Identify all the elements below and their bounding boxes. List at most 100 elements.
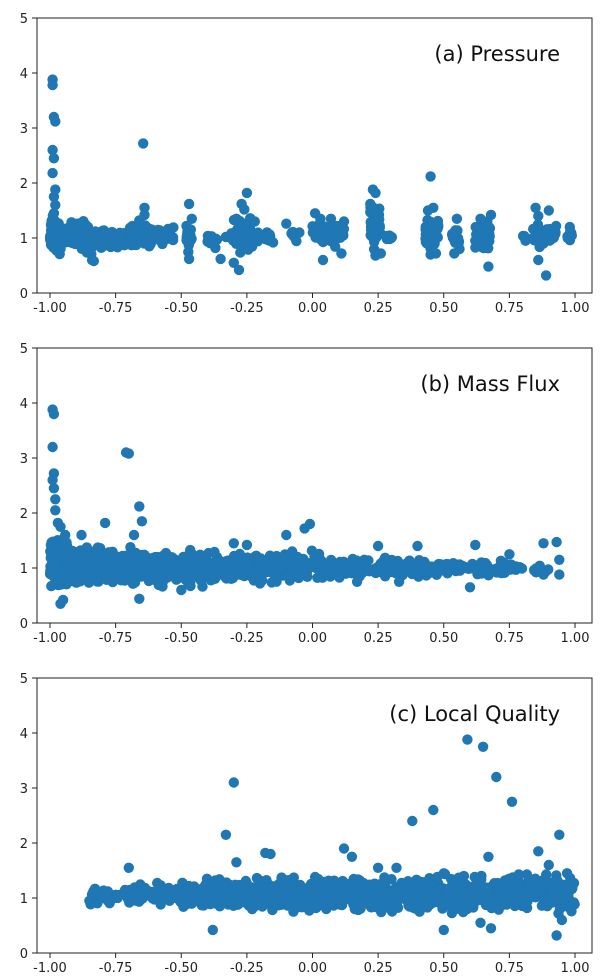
data-point — [126, 572, 137, 583]
data-point — [239, 204, 250, 215]
data-point — [127, 560, 139, 572]
x-tick-label: -1.00 — [33, 631, 67, 646]
data-point — [210, 242, 221, 254]
data-point — [375, 248, 386, 259]
data-point — [483, 261, 494, 272]
data-point — [50, 557, 61, 568]
data-point — [102, 886, 114, 897]
data-point — [185, 544, 196, 556]
data-point — [548, 224, 560, 235]
data-point — [289, 563, 300, 574]
data-point — [430, 248, 442, 259]
data-point — [48, 208, 60, 219]
data-point — [566, 230, 577, 241]
data-point — [47, 474, 58, 486]
data-point — [138, 138, 149, 149]
data-point — [407, 815, 418, 827]
data-point — [451, 891, 463, 903]
data-point — [554, 569, 565, 580]
data-point — [231, 857, 242, 868]
data-point — [303, 883, 314, 894]
data-point — [213, 889, 225, 900]
y-tick-label: 4 — [20, 397, 28, 412]
data-point — [220, 829, 232, 840]
data-point — [421, 238, 432, 249]
data-point — [491, 563, 503, 574]
data-point — [241, 539, 253, 551]
data-point — [345, 890, 357, 901]
data-point — [155, 899, 166, 910]
data-point — [427, 890, 438, 901]
data-point — [338, 843, 350, 854]
data-point — [162, 560, 173, 571]
data-point — [484, 236, 495, 247]
data-point — [49, 219, 60, 231]
data-point — [456, 880, 468, 891]
data-point — [442, 888, 453, 899]
data-point — [348, 899, 359, 910]
data-point — [544, 877, 556, 888]
data-point — [100, 561, 111, 572]
data-point — [107, 576, 118, 588]
data-point — [438, 868, 449, 879]
data-point — [475, 917, 486, 928]
data-point — [267, 237, 279, 248]
data-point — [178, 901, 189, 912]
data-point — [506, 796, 518, 807]
data-point — [204, 235, 216, 246]
data-point — [377, 560, 388, 571]
scatter-points — [84, 734, 580, 941]
x-tick-label: -0.25 — [230, 301, 264, 316]
data-point — [125, 891, 136, 902]
data-point — [228, 538, 239, 549]
x-tick-label: -0.25 — [230, 961, 264, 976]
data-point — [538, 238, 549, 249]
data-point — [516, 563, 528, 574]
data-point — [157, 238, 168, 250]
data-point — [239, 886, 250, 898]
x-tick-label: 1.00 — [561, 631, 590, 646]
data-point — [346, 851, 358, 862]
data-point — [561, 868, 573, 879]
y-tick-label: 1 — [20, 892, 28, 907]
data-point — [500, 897, 511, 908]
data-point — [148, 574, 159, 585]
x-tick-label: 0.75 — [495, 631, 524, 646]
plot-frame — [36, 677, 593, 954]
data-point — [475, 213, 486, 224]
data-point — [376, 895, 388, 907]
data-point — [451, 213, 463, 224]
x-tick-label: -1.00 — [33, 961, 67, 976]
data-point — [198, 900, 209, 911]
data-point — [330, 220, 342, 232]
data-point — [46, 580, 57, 592]
data-point — [83, 577, 95, 588]
data-point — [370, 187, 381, 199]
data-point — [567, 881, 578, 893]
data-point — [292, 551, 303, 563]
data-point — [470, 235, 481, 246]
data-point — [349, 562, 360, 574]
data-point — [309, 871, 321, 883]
y-tick-label: 2 — [20, 177, 28, 192]
data-point — [554, 554, 565, 565]
data-point — [269, 898, 280, 909]
data-point — [220, 231, 232, 243]
data-point — [540, 270, 552, 281]
x-tick-label: 0.00 — [298, 301, 327, 316]
data-point — [363, 565, 374, 577]
data-point — [183, 253, 195, 265]
data-point — [47, 79, 58, 91]
x-tick-label: 0.75 — [495, 301, 524, 316]
data-point — [139, 202, 150, 213]
data-point — [50, 199, 61, 211]
data-point — [508, 562, 519, 574]
data-point — [403, 900, 414, 911]
data-point — [464, 582, 476, 593]
y-tick-label: 0 — [20, 287, 28, 302]
data-point — [543, 859, 554, 871]
data-point — [165, 890, 176, 902]
data-point — [372, 862, 384, 873]
data-point — [530, 873, 541, 884]
data-point — [128, 529, 140, 541]
